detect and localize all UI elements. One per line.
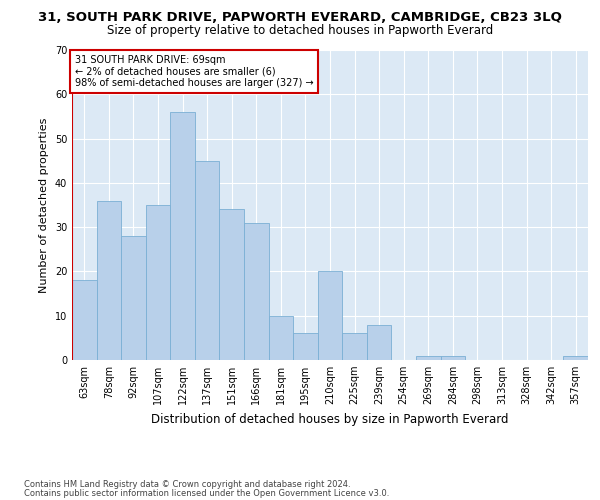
- Bar: [146, 205, 170, 360]
- Text: 31 SOUTH PARK DRIVE: 69sqm
← 2% of detached houses are smaller (6)
98% of semi-d: 31 SOUTH PARK DRIVE: 69sqm ← 2% of detac…: [74, 54, 313, 88]
- Text: Contains HM Land Registry data © Crown copyright and database right 2024.: Contains HM Land Registry data © Crown c…: [24, 480, 350, 489]
- Bar: [318, 272, 342, 360]
- Bar: [416, 356, 440, 360]
- Bar: [244, 222, 269, 360]
- Bar: [269, 316, 293, 360]
- X-axis label: Distribution of detached houses by size in Papworth Everard: Distribution of detached houses by size …: [151, 412, 509, 426]
- Bar: [195, 160, 220, 360]
- Bar: [220, 210, 244, 360]
- Bar: [121, 236, 146, 360]
- Y-axis label: Number of detached properties: Number of detached properties: [39, 118, 49, 292]
- Bar: [563, 356, 588, 360]
- Bar: [440, 356, 465, 360]
- Bar: [342, 334, 367, 360]
- Text: Size of property relative to detached houses in Papworth Everard: Size of property relative to detached ho…: [107, 24, 493, 37]
- Bar: [293, 334, 318, 360]
- Bar: [170, 112, 195, 360]
- Text: 31, SOUTH PARK DRIVE, PAPWORTH EVERARD, CAMBRIDGE, CB23 3LQ: 31, SOUTH PARK DRIVE, PAPWORTH EVERARD, …: [38, 11, 562, 24]
- Bar: [97, 200, 121, 360]
- Bar: [367, 324, 391, 360]
- Bar: [72, 280, 97, 360]
- Text: Contains public sector information licensed under the Open Government Licence v3: Contains public sector information licen…: [24, 489, 389, 498]
